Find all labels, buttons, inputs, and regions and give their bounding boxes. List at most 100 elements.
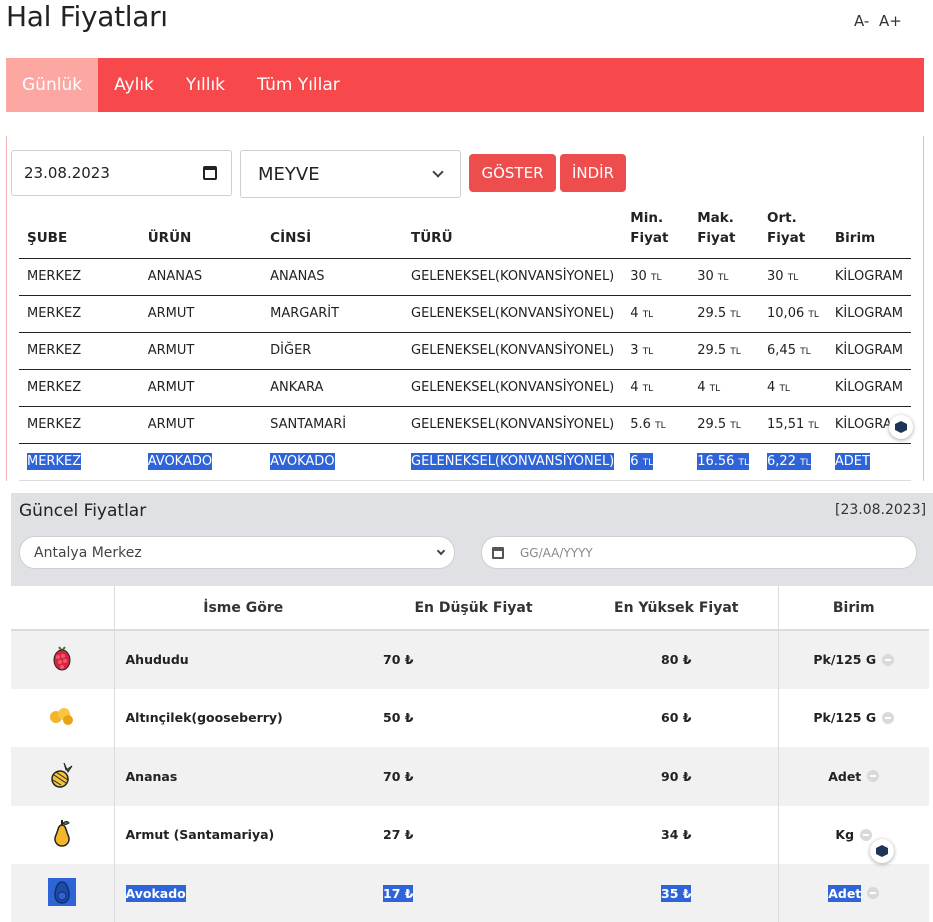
- cell-max: 4 TL: [689, 369, 760, 407]
- cell-turu: GELENEKSEL(KONVANSİYONEL): [403, 406, 623, 444]
- header-min-price[interactable]: En Düşük Fiyat: [372, 586, 575, 631]
- cell-max: 30 TL: [689, 258, 760, 296]
- cell-sube: MERKEZ: [19, 258, 140, 296]
- cell-birim: ADET: [826, 443, 911, 481]
- remove-icon[interactable]: [867, 770, 880, 783]
- header-name-sort[interactable]: İsme Göre: [114, 586, 372, 631]
- cell-cinsi: ANKARA: [262, 369, 404, 407]
- cell-avg: 6,22 TL: [759, 443, 827, 481]
- gooseberry-icon: [48, 706, 76, 729]
- cell-birim: KİLOGRAM: [826, 295, 911, 333]
- calendar-icon: [492, 546, 504, 559]
- font-decrease-button[interactable]: A-: [854, 12, 870, 30]
- branch-select[interactable]: Antalya Merkez: [19, 536, 455, 569]
- header-max-price[interactable]: En Yüksek Fiyat: [575, 586, 778, 631]
- cell-icon: [11, 864, 115, 922]
- pineapple-icon: [48, 761, 76, 792]
- date-input[interactable]: 23.08.2023: [11, 150, 232, 196]
- current-prices-date: [23.08.2023]: [835, 502, 927, 518]
- pear-icon: [51, 819, 73, 850]
- cell-avg: 15,51 TL: [759, 406, 827, 444]
- floating-widget-icon[interactable]: [889, 415, 913, 439]
- table-row: Altınçilek(gooseberry) 50 ₺ 60 ₺ Pk/125 G: [11, 688, 929, 747]
- floating-widget-icon[interactable]: [870, 839, 894, 863]
- remove-icon[interactable]: [882, 711, 895, 724]
- table-row: MERKEZ ARMUT DİĞER GELENEKSEL(KONVANSİYONEL…: [19, 332, 911, 370]
- branch-value: Antalya Merkez: [34, 544, 142, 561]
- cell-unit: Pk/125 G: [777, 688, 929, 747]
- cell-cinsi: SANTAMARİ: [262, 406, 404, 444]
- cell-sube: MERKEZ: [19, 295, 140, 333]
- table-row: MERKEZ ARMUT SANTAMARİ GELENEKSEL(KONVANSİY…: [19, 406, 911, 444]
- cell-cinsi: ANANAS: [262, 258, 404, 296]
- cell-max: 16.56 TL: [689, 443, 760, 481]
- remove-icon[interactable]: [867, 887, 880, 900]
- show-button[interactable]: GÖSTER: [469, 154, 556, 192]
- cell-sube: MERKEZ: [19, 406, 140, 444]
- download-button[interactable]: İNDİR: [560, 154, 626, 192]
- cell-cinsi: AVOKADO: [262, 443, 404, 481]
- font-increase-button[interactable]: A+: [879, 12, 902, 30]
- cell-max-price: 80 ₺: [575, 630, 778, 689]
- cell-avg: 30 TL: [759, 258, 827, 296]
- hal-prices-table: ŞUBE ÜRÜN CİNSİ TÜRÜ Min. Fiyat Mak. Fiyat…: [19, 206, 911, 481]
- cell-max-price: 34 ₺: [575, 805, 778, 864]
- remove-icon[interactable]: [882, 653, 895, 666]
- table-row: MERKEZ ARMUT MARGARİT GELENEKSEL(KONVANSİYO…: [19, 295, 911, 333]
- tab-yillik[interactable]: Yıllık: [185, 75, 226, 95]
- table-row: Ahududu 70 ₺ 80 ₺ Pk/125 G: [11, 630, 929, 689]
- date-value: 23.08.2023: [24, 164, 110, 182]
- table-row: MERKEZ ANANAS ANANAS GELENEKSEL(KONVANSİYON…: [19, 258, 911, 296]
- date-filter-placeholder: GG/AA/YYYY: [520, 545, 593, 560]
- cell-turu: GELENEKSEL(KONVANSİYONEL): [403, 443, 623, 481]
- table-row: Ananas 70 ₺ 90 ₺ Adet: [11, 747, 929, 806]
- header-max-price: Mak. Fiyat: [689, 206, 760, 259]
- cell-unit: Adet: [777, 864, 929, 922]
- category-select[interactable]: MEYVE: [240, 150, 461, 198]
- tab-aylik[interactable]: Aylık: [114, 75, 154, 95]
- header-sube: ŞUBE: [19, 206, 140, 259]
- period-tabs: Günlük Aylık Yıllık Tüm Yıllar: [6, 58, 924, 112]
- cell-min-price: 17 ₺: [372, 864, 575, 922]
- cell-urun: ARMUT: [139, 295, 263, 333]
- avocado-icon: [48, 877, 77, 909]
- cell-max: 29.5 TL: [689, 295, 760, 333]
- chevron-down-icon: [432, 166, 444, 178]
- daily-panel: [6, 136, 924, 481]
- cell-name: Altınçilek(gooseberry): [114, 688, 372, 747]
- cell-turu: GELENEKSEL(KONVANSİYONEL): [403, 258, 623, 296]
- cell-avg: 6,45 TL: [759, 332, 827, 370]
- cell-min: 3 TL: [622, 332, 690, 370]
- cell-avg: 10,06 TL: [759, 295, 827, 333]
- cell-icon: [11, 747, 115, 806]
- cell-unit: Pk/125 G: [777, 630, 929, 689]
- cell-min: 4 TL: [622, 295, 690, 333]
- cell-urun: ANANAS: [139, 258, 263, 296]
- cell-name: Ahududu: [114, 630, 372, 689]
- cell-cinsi: DİĞER: [262, 332, 404, 370]
- cell-min: 4 TL: [622, 369, 690, 407]
- cell-birim: KİLOGRAM: [826, 369, 911, 407]
- cell-min-price: 50 ₺: [372, 688, 575, 747]
- header-min-price: Min. Fiyat: [622, 206, 690, 259]
- cell-icon: [11, 805, 115, 864]
- cell-name: Armut (Santamariya): [114, 805, 372, 864]
- tab-tum-yillar[interactable]: Tüm Yıllar: [257, 75, 340, 95]
- date-filter-input[interactable]: GG/AA/YYYY: [481, 536, 917, 569]
- table-row: Armut (Santamariya) 27 ₺ 34 ₺ Kg: [11, 805, 929, 864]
- cell-max: 29.5 TL: [689, 332, 760, 370]
- table-header-row: ŞUBE ÜRÜN CİNSİ TÜRÜ Min. Fiyat Mak. Fiyat…: [19, 206, 911, 259]
- cell-sube: MERKEZ: [19, 332, 140, 370]
- calendar-icon[interactable]: [203, 166, 217, 180]
- header-urun: ÜRÜN: [139, 206, 263, 259]
- page-title: Hal Fiyatları: [6, 0, 168, 33]
- cell-min-price: 70 ₺: [372, 747, 575, 806]
- cell-sube: MERKEZ: [19, 369, 140, 407]
- tab-gunluk[interactable]: Günlük: [6, 58, 99, 112]
- remove-icon[interactable]: [860, 828, 873, 841]
- unit-label: Adet: [828, 768, 862, 784]
- current-prices-title: Güncel Fiyatlar: [19, 501, 147, 521]
- header-birim: Birim: [826, 206, 911, 259]
- cell-turu: GELENEKSEL(KONVANSİYONEL): [403, 332, 623, 370]
- cell-min-price: 70 ₺: [372, 630, 575, 689]
